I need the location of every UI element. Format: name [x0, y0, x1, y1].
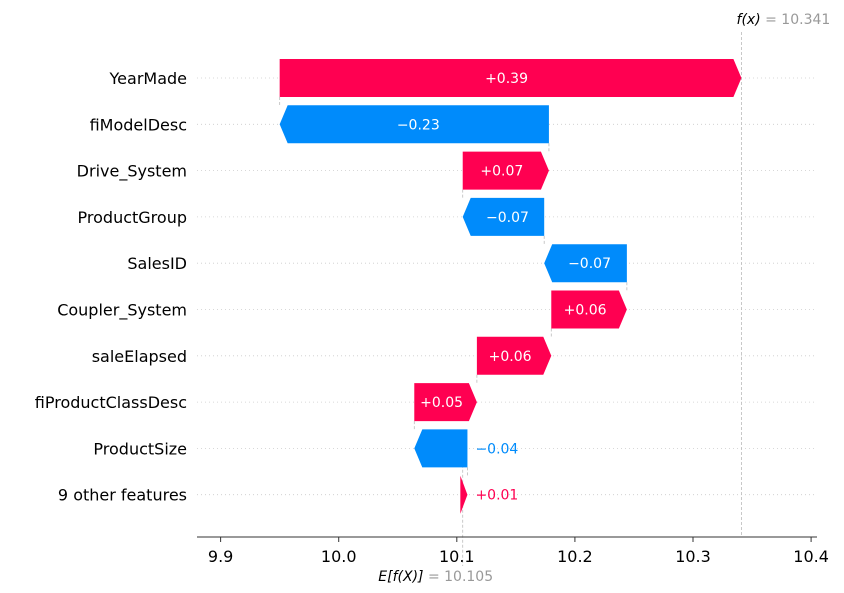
feature-name-label: 9 other features [58, 486, 187, 505]
annotation-symbol: E[f(X)] [378, 569, 428, 585]
feature-name-label: fiModelDesc [90, 115, 187, 134]
x-tick-label: 10.1 [439, 547, 475, 566]
value-annotations: f(x) = 10.341 E[f(X)] = 10.105 [378, 12, 830, 585]
feature-name-label: SalesID [127, 254, 187, 273]
feature-name-label: fiProductClassDesc [35, 393, 187, 412]
feature-bars [279, 59, 742, 514]
negative-contribution-bar [544, 244, 627, 283]
positive-contribution-bar [462, 151, 549, 190]
feature-name-label: Coupler_System [57, 301, 187, 321]
contribution-value-label: −0.23 [397, 117, 440, 133]
annotation-symbol: f(x) [737, 12, 766, 28]
positive-contribution-bar [279, 59, 742, 97]
contribution-value-label: −0.07 [568, 256, 611, 272]
x-tick-label: 9.9 [208, 547, 233, 566]
contribution-value-label: +0.39 [485, 71, 528, 87]
feature-name-label: saleElapsed [92, 347, 187, 366]
negative-contribution-bar [462, 197, 545, 236]
feature-name-label: ProductGroup [78, 208, 187, 227]
annotation-value: = 10.341 [765, 12, 830, 28]
x-tick-label: 10.4 [793, 547, 829, 566]
feature-name-label: ProductSize [93, 439, 187, 458]
negative-contribution-bar [414, 429, 468, 468]
positive-contribution-bar [460, 475, 468, 514]
negative-contribution-bar [279, 105, 549, 144]
feature-labels: YearMade fiModelDesc Drive_System ProductGr… [35, 69, 611, 505]
contribution-value-label: +0.01 [475, 488, 518, 504]
feature-name-label: YearMade [109, 69, 187, 88]
output-value-label: f(x) = 10.341 [737, 12, 831, 28]
contribution-value-label: +0.07 [480, 164, 523, 180]
x-axis: 9.9 10.0 10.1 10.2 10.3 10.4 [197, 536, 829, 566]
contribution-value-label: +0.05 [420, 395, 463, 411]
positive-contribution-bar [551, 290, 627, 329]
base-value-label: E[f(X)] = 10.105 [378, 569, 493, 585]
contribution-value-label: −0.07 [486, 210, 529, 226]
contribution-value-label: +0.06 [489, 349, 532, 365]
x-tick-label: 10.3 [675, 547, 711, 566]
positive-contribution-bar [476, 336, 552, 375]
positive-contribution-bar [414, 383, 477, 422]
feature-name-label: Drive_System [77, 162, 187, 182]
contribution-value-label: −0.04 [475, 441, 518, 457]
contribution-value-label: +0.06 [564, 303, 607, 319]
annotation-value: = 10.105 [428, 569, 493, 585]
x-tick-label: 10.0 [321, 547, 357, 566]
x-tick-label: 10.2 [557, 547, 593, 566]
reference-lines [279, 32, 742, 566]
